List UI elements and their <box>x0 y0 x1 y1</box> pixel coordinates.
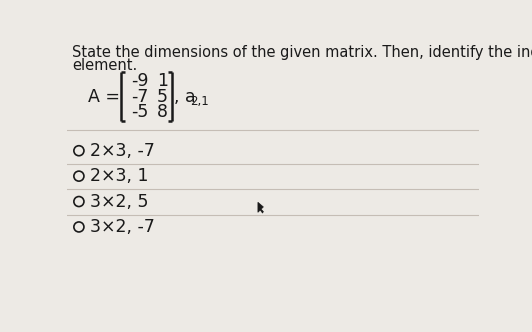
Text: A =: A = <box>88 88 120 106</box>
Text: 3×2, -7: 3×2, -7 <box>90 218 155 236</box>
Text: -7: -7 <box>131 88 149 106</box>
Text: -9: -9 <box>131 72 149 90</box>
Text: 3×2, 5: 3×2, 5 <box>90 193 148 210</box>
Text: 2×3, 1: 2×3, 1 <box>90 167 148 185</box>
Text: , a: , a <box>174 88 196 106</box>
Text: 1: 1 <box>157 72 168 90</box>
Text: 2×3, -7: 2×3, -7 <box>90 142 155 160</box>
Text: State the dimensions of the given matrix. Then, identify the indicated: State the dimensions of the given matrix… <box>72 45 532 60</box>
Text: 2,1: 2,1 <box>190 95 209 108</box>
Text: 5: 5 <box>157 88 168 106</box>
Text: 8: 8 <box>157 103 168 121</box>
Polygon shape <box>258 202 263 213</box>
Text: element.: element. <box>72 57 137 73</box>
Text: -5: -5 <box>131 103 149 121</box>
